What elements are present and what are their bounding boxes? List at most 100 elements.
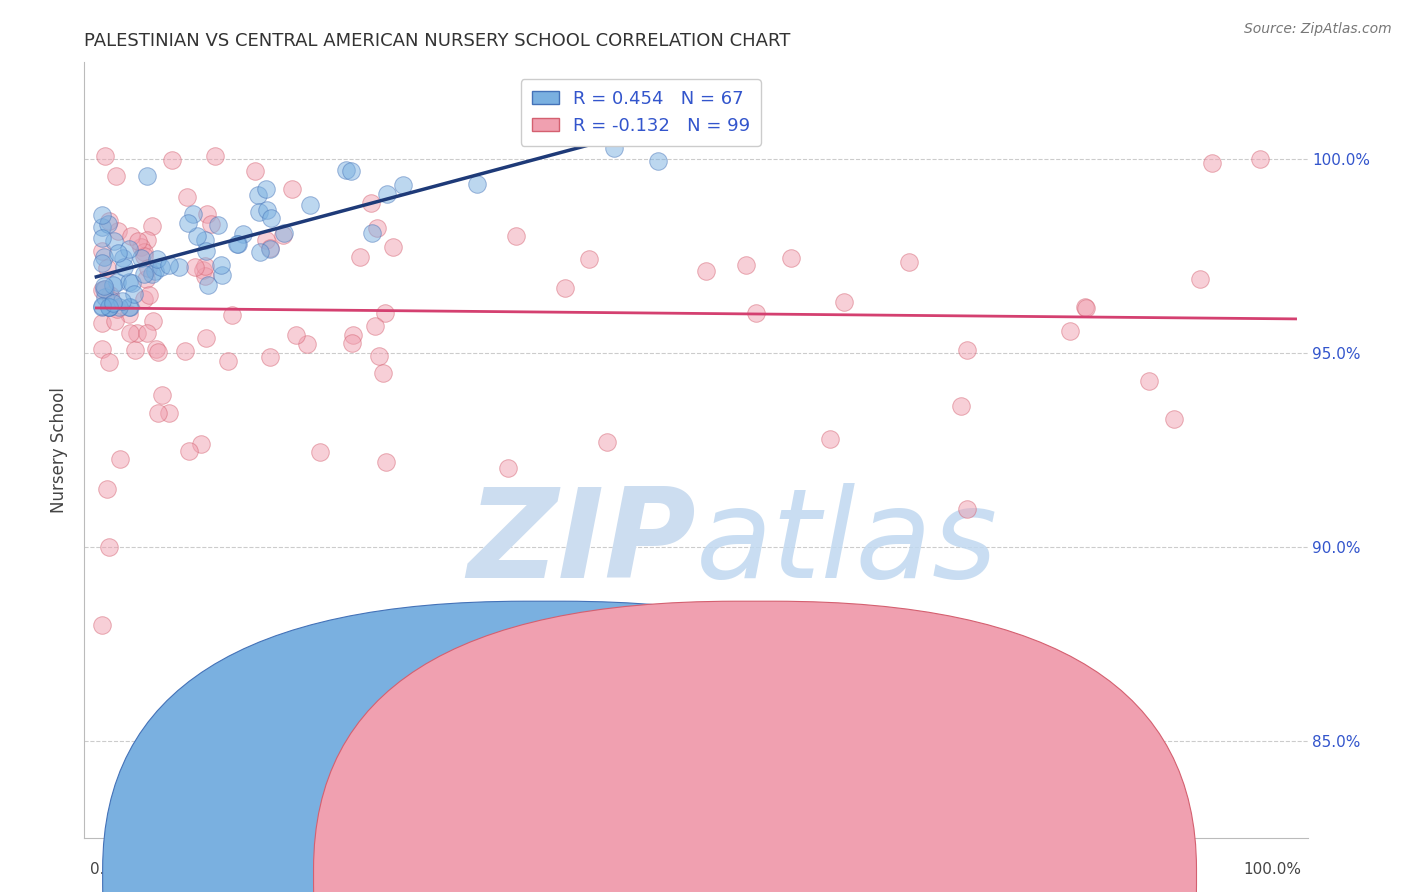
Text: 0.0%: 0.0%: [90, 862, 129, 877]
Point: [117, 300, 139, 314]
Point: [340, 163, 363, 178]
Point: [335, 163, 357, 178]
Point: [207, 218, 229, 232]
Point: [226, 237, 249, 252]
Point: [93, 282, 115, 296]
Point: [554, 281, 576, 295]
Point: [349, 250, 371, 264]
Point: [342, 335, 364, 350]
Text: atlas: atlas: [696, 483, 998, 604]
Point: [226, 236, 249, 251]
Point: [1188, 272, 1211, 286]
Point: [247, 205, 270, 219]
Text: Central Americans: Central Americans: [724, 861, 865, 876]
Point: [112, 260, 135, 274]
Point: [295, 337, 318, 351]
Point: [360, 195, 382, 210]
Point: [91, 342, 114, 356]
Point: [273, 226, 295, 240]
Point: [107, 224, 129, 238]
Point: [254, 182, 277, 196]
Point: [96, 482, 118, 496]
Point: [91, 219, 114, 234]
Point: [118, 307, 141, 321]
Point: [100, 293, 122, 308]
Point: [136, 169, 159, 183]
Legend: R = 0.454   N = 67, R = -0.132   N = 99: R = 0.454 N = 67, R = -0.132 N = 99: [520, 79, 761, 146]
Point: [132, 267, 155, 281]
Point: [91, 300, 114, 314]
Point: [136, 260, 159, 275]
Point: [259, 242, 281, 256]
Point: [98, 213, 121, 227]
Point: [134, 244, 156, 259]
Point: [91, 618, 114, 632]
Point: [1163, 412, 1185, 426]
Point: [120, 300, 142, 314]
Point: [647, 154, 669, 169]
Point: [780, 252, 803, 266]
Point: [195, 207, 218, 221]
Point: [367, 349, 389, 363]
Point: [194, 268, 217, 283]
Point: [364, 319, 387, 334]
Point: [285, 327, 308, 342]
Point: [136, 326, 159, 340]
Point: [259, 350, 281, 364]
Point: [204, 149, 226, 163]
Point: [129, 252, 152, 266]
Point: [734, 258, 756, 272]
Point: [181, 206, 204, 220]
Point: [135, 233, 157, 247]
Point: [150, 388, 173, 402]
Point: [148, 406, 170, 420]
Point: [138, 288, 160, 302]
Point: [498, 460, 520, 475]
Point: [194, 259, 217, 273]
Point: [956, 343, 979, 357]
Point: [132, 293, 155, 307]
Point: [249, 245, 271, 260]
Point: [118, 242, 141, 256]
Point: [125, 326, 148, 340]
Point: [173, 343, 195, 358]
Point: [211, 268, 233, 283]
Y-axis label: Nursery School: Nursery School: [51, 387, 69, 514]
Point: [184, 260, 207, 274]
Point: [145, 252, 167, 266]
Point: [93, 278, 115, 293]
Point: [111, 293, 134, 308]
Point: [1201, 156, 1223, 170]
Point: [91, 244, 114, 259]
Point: [94, 148, 117, 162]
Point: [254, 233, 277, 247]
Point: [832, 295, 855, 310]
Point: [105, 169, 128, 184]
Point: [1249, 153, 1271, 167]
Point: [256, 203, 278, 218]
Point: [177, 216, 200, 230]
Point: [209, 258, 232, 272]
Point: [135, 272, 157, 286]
Point: [745, 306, 768, 320]
Point: [97, 300, 120, 314]
Point: [281, 182, 304, 196]
Point: [162, 153, 184, 168]
Point: [194, 233, 217, 247]
Point: [127, 234, 149, 248]
Point: [97, 217, 120, 231]
Point: [141, 219, 163, 233]
Point: [197, 278, 219, 293]
Point: [91, 255, 114, 269]
Text: PALESTINIAN VS CENTRAL AMERICAN NURSERY SCHOOL CORRELATION CHART: PALESTINIAN VS CENTRAL AMERICAN NURSERY …: [84, 32, 790, 50]
Point: [342, 327, 364, 342]
Point: [578, 252, 600, 266]
Point: [176, 190, 198, 204]
Point: [134, 249, 156, 263]
Point: [595, 434, 617, 449]
Point: [105, 275, 128, 289]
Point: [243, 163, 266, 178]
Point: [93, 250, 115, 264]
Point: [118, 275, 141, 289]
Point: [391, 178, 413, 192]
